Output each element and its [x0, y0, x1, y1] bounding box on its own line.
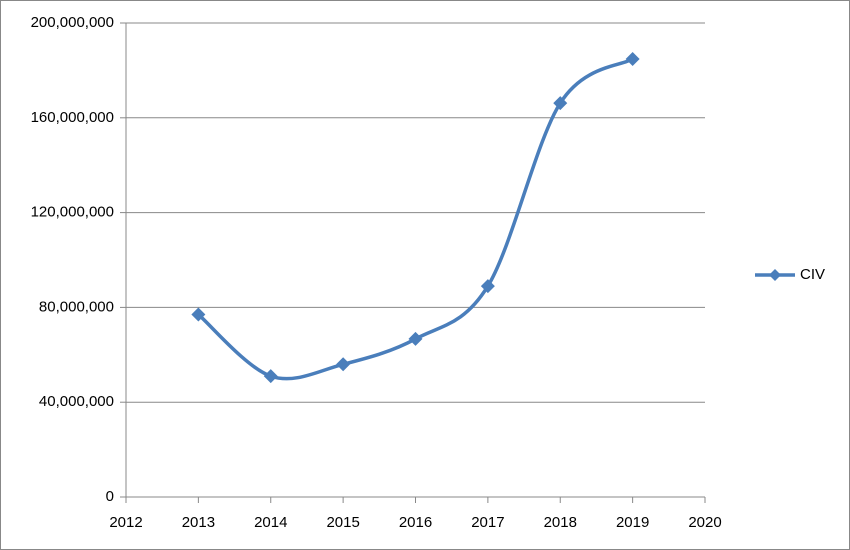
data-point — [625, 52, 640, 67]
data-point — [263, 369, 278, 384]
data-point — [553, 96, 568, 111]
y-tick-label: 0 — [106, 488, 114, 505]
legend-marker — [769, 269, 781, 281]
x-tick-label: 2017 — [471, 514, 504, 531]
y-tick-label: 160,000,000 — [31, 109, 114, 126]
y-tick-label: 40,000,000 — [39, 393, 114, 410]
x-tick-label: 2019 — [616, 514, 649, 531]
x-tick-label: 2015 — [326, 514, 359, 531]
x-tick-label: 2012 — [109, 514, 142, 531]
x-tick-label: 2014 — [254, 514, 287, 531]
x-tick-label: 2013 — [182, 514, 215, 531]
data-point — [408, 331, 423, 346]
x-tick-label: 2018 — [544, 514, 577, 531]
legend-label: CIV — [800, 266, 825, 283]
data-point — [191, 307, 206, 322]
y-tick-label: 80,000,000 — [39, 298, 114, 315]
data-point — [480, 279, 495, 294]
data-point — [336, 357, 351, 372]
y-tick-label: 200,000,000 — [31, 14, 114, 31]
x-tick-label: 2020 — [688, 514, 721, 531]
x-tick-label: 2016 — [399, 514, 432, 531]
y-tick-label: 120,000,000 — [31, 204, 114, 221]
